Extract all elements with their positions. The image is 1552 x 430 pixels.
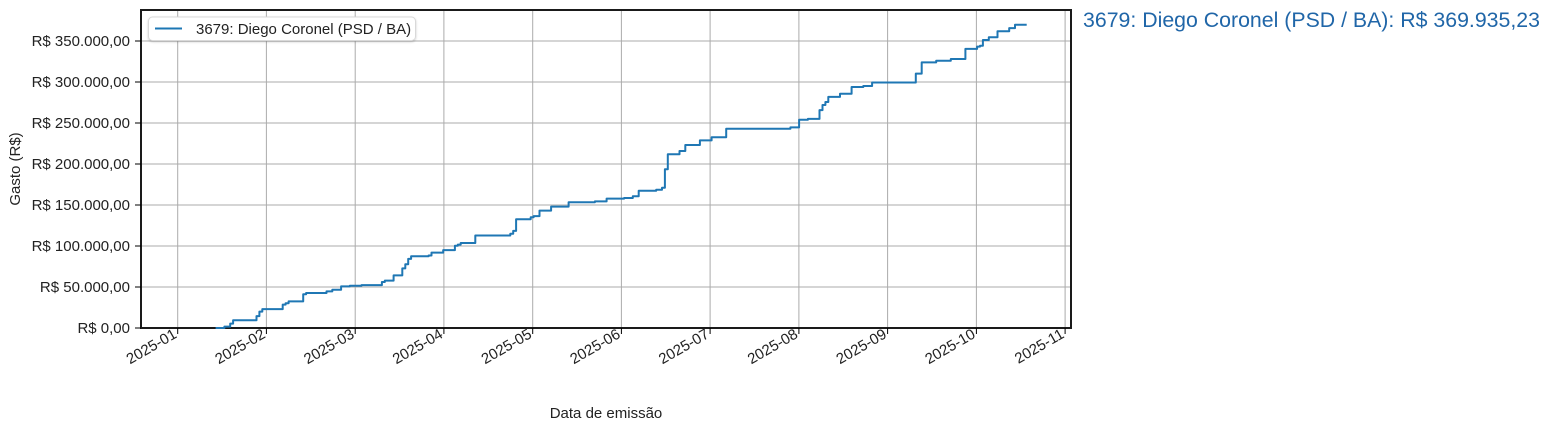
- svg-text:2025-03: 2025-03: [301, 326, 357, 368]
- svg-text:R$ 250.000,00: R$ 250.000,00: [32, 115, 130, 132]
- svg-text:R$ 150.000,00: R$ 150.000,00: [32, 197, 130, 214]
- svg-text:2025-10: 2025-10: [922, 326, 978, 368]
- svg-text:R$ 200.000,00: R$ 200.000,00: [32, 156, 130, 173]
- svg-text:2025-08: 2025-08: [745, 326, 801, 368]
- svg-text:2025-06: 2025-06: [567, 326, 623, 368]
- svg-text:R$ 50.000,00: R$ 50.000,00: [40, 279, 130, 296]
- svg-text:R$ 100.000,00: R$ 100.000,00: [32, 238, 130, 255]
- svg-text:2025-04: 2025-04: [390, 326, 446, 368]
- svg-text:Data de emissão: Data de emissão: [550, 405, 663, 422]
- svg-text:R$ 0,00: R$ 0,00: [77, 320, 130, 337]
- svg-text:2025-11: 2025-11: [1012, 326, 1067, 368]
- svg-text:2025-05: 2025-05: [479, 326, 535, 368]
- svg-text:R$ 300.000,00: R$ 300.000,00: [32, 74, 130, 91]
- svg-text:2025-07: 2025-07: [656, 326, 712, 368]
- svg-text:Gasto (R$): Gasto (R$): [7, 132, 24, 205]
- svg-text:3679: Diego Coronel (PSD / BA): 3679: Diego Coronel (PSD / BA): R$ 369.9…: [1083, 8, 1540, 32]
- svg-text:2025-01: 2025-01: [124, 326, 180, 368]
- svg-text:3679: Diego Coronel (PSD / BA): 3679: Diego Coronel (PSD / BA): [196, 21, 411, 38]
- svg-text:2025-09: 2025-09: [833, 326, 889, 368]
- svg-text:2025-02: 2025-02: [212, 326, 268, 368]
- svg-text:R$ 350.000,00: R$ 350.000,00: [32, 33, 130, 50]
